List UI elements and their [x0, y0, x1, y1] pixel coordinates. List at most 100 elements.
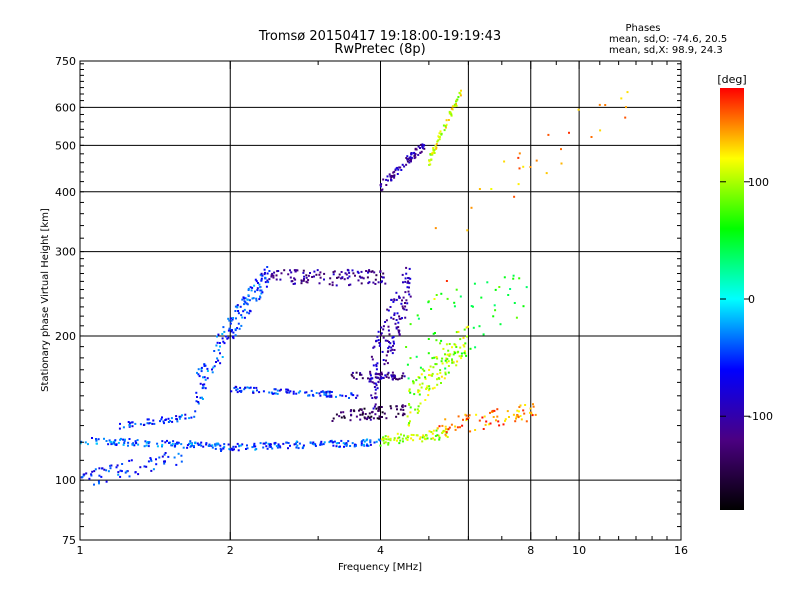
- data-point: [366, 276, 369, 279]
- data-point: [390, 346, 393, 349]
- data-point: [248, 312, 251, 315]
- data-point: [374, 376, 377, 379]
- data-point: [387, 350, 390, 353]
- data-point: [389, 405, 392, 408]
- data-point: [235, 317, 237, 320]
- data-point: [518, 406, 521, 408]
- data-point: [267, 442, 270, 445]
- data-point: [430, 431, 433, 433]
- data-point: [445, 280, 448, 282]
- data-point: [128, 459, 131, 462]
- data-point: [428, 374, 430, 377]
- data-point: [253, 444, 256, 447]
- data-point: [499, 323, 502, 326]
- data-point: [260, 279, 263, 282]
- data-point: [87, 443, 89, 446]
- data-point: [449, 353, 452, 356]
- data-point: [398, 442, 401, 445]
- data-point: [522, 165, 525, 168]
- data-point: [323, 393, 326, 396]
- data-point: [512, 274, 515, 277]
- data-point: [275, 274, 278, 277]
- data-point: [373, 382, 376, 385]
- data-point: [466, 229, 469, 232]
- data-point: [241, 443, 244, 446]
- y-tick-label: 100: [55, 474, 76, 487]
- y-tick-label: 75: [62, 534, 76, 547]
- data-point: [360, 282, 363, 285]
- data-point: [146, 441, 149, 443]
- data-point: [409, 156, 412, 159]
- data-point: [444, 430, 446, 433]
- data-point: [469, 430, 472, 433]
- data-point: [219, 447, 222, 450]
- data-point: [159, 420, 161, 423]
- data-point: [421, 368, 424, 371]
- data-point: [447, 119, 450, 121]
- data-point: [253, 445, 256, 448]
- data-point: [428, 430, 431, 433]
- data-point: [271, 447, 274, 450]
- data-point: [155, 463, 158, 466]
- data-point: [147, 418, 150, 421]
- data-point: [384, 282, 387, 285]
- data-point: [463, 350, 466, 353]
- data-point: [144, 440, 147, 443]
- data-point: [441, 362, 444, 365]
- data-point: [471, 305, 474, 308]
- data-point: [240, 324, 243, 327]
- data-point: [454, 425, 457, 428]
- data-point: [307, 274, 310, 277]
- data-point: [396, 432, 399, 435]
- data-point: [421, 382, 424, 385]
- data-point: [180, 443, 183, 446]
- data-point: [376, 387, 379, 390]
- data-point: [590, 136, 593, 138]
- data-point: [457, 415, 460, 418]
- data-point: [244, 301, 247, 304]
- data-point: [379, 334, 382, 337]
- data-point: [363, 407, 366, 410]
- data-point: [265, 441, 268, 444]
- data-point: [387, 443, 390, 446]
- data-point: [193, 415, 196, 418]
- data-point: [435, 339, 438, 342]
- data-point: [262, 442, 265, 445]
- data-point: [432, 429, 435, 432]
- data-point: [373, 386, 376, 388]
- data-point: [332, 271, 335, 274]
- data-point: [88, 477, 91, 480]
- data-point: [168, 442, 170, 444]
- data-point: [395, 291, 398, 294]
- data-point: [361, 377, 364, 380]
- data-point: [244, 297, 247, 300]
- data-point: [180, 454, 183, 457]
- data-point: [434, 145, 437, 147]
- data-point: [404, 302, 406, 304]
- data-point: [354, 274, 356, 277]
- data-point: [260, 289, 263, 292]
- data-point: [119, 475, 122, 478]
- data-point: [403, 375, 406, 378]
- data-point: [522, 409, 525, 412]
- data-point: [444, 371, 447, 374]
- data-point: [335, 442, 338, 445]
- data-point: [364, 413, 367, 415]
- data-point: [233, 387, 236, 389]
- data-point: [405, 266, 408, 269]
- data-point: [91, 437, 93, 439]
- data-point: [453, 103, 456, 106]
- data-point: [121, 463, 124, 465]
- data-point: [236, 327, 238, 330]
- data-point: [113, 441, 116, 444]
- data-point: [427, 389, 430, 392]
- data-point: [180, 460, 183, 463]
- data-point: [455, 331, 458, 334]
- data-point: [325, 391, 328, 394]
- data-point: [419, 147, 421, 149]
- data-point: [133, 444, 136, 447]
- data-point: [504, 418, 507, 421]
- data-point: [330, 394, 333, 397]
- data-point: [268, 270, 271, 272]
- data-point: [386, 339, 389, 342]
